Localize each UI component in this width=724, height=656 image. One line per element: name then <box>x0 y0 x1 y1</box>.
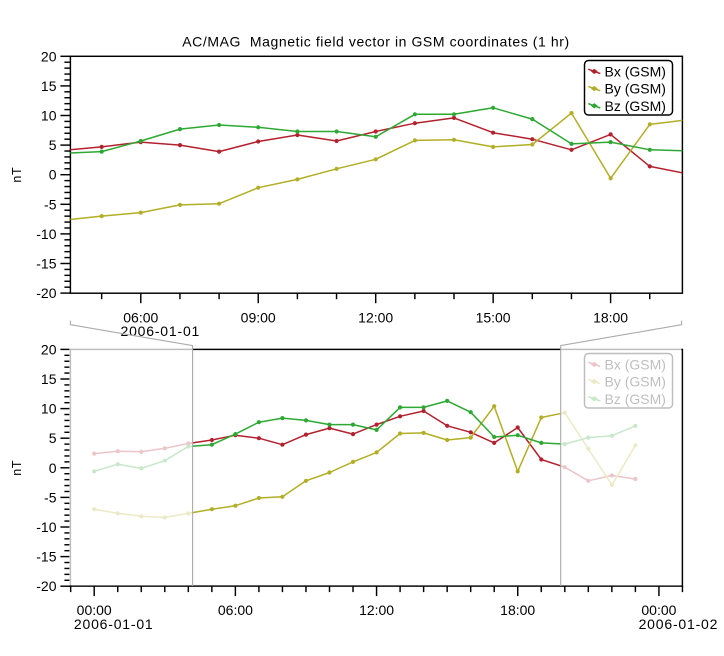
svg-text:12:00: 12:00 <box>358 309 393 325</box>
svg-text:2006-01-02: 2006-01-02 <box>639 616 719 632</box>
svg-text:10: 10 <box>41 401 57 417</box>
svg-text:Bx (GSM): Bx (GSM) <box>605 63 666 79</box>
svg-text:By (GSM): By (GSM) <box>605 81 666 97</box>
svg-text:09:00: 09:00 <box>241 309 276 325</box>
svg-text:00:00: 00:00 <box>641 602 676 618</box>
svg-text:12:00: 12:00 <box>359 602 394 618</box>
svg-text:18:00: 18:00 <box>593 309 628 325</box>
svg-text:-10: -10 <box>36 226 56 242</box>
svg-text:06:00: 06:00 <box>123 309 158 325</box>
svg-text:-20: -20 <box>36 578 56 594</box>
svg-text:2006-01-01: 2006-01-01 <box>74 616 154 632</box>
svg-text:5: 5 <box>49 137 57 153</box>
svg-text:-20: -20 <box>36 285 56 301</box>
svg-text:10: 10 <box>41 108 57 124</box>
svg-text:-15: -15 <box>36 549 56 565</box>
svg-text:0: 0 <box>49 460 57 476</box>
svg-text:18:00: 18:00 <box>500 602 535 618</box>
svg-text:-5: -5 <box>44 196 57 212</box>
svg-text:-15: -15 <box>36 256 56 272</box>
svg-text:5: 5 <box>49 430 57 446</box>
svg-text:nT: nT <box>10 460 24 476</box>
svg-text:-5: -5 <box>44 489 57 505</box>
svg-text:15: 15 <box>41 78 57 94</box>
svg-text:AC/MAG Magnetic field vector: AC/MAG Magnetic field vector in GSM coor… <box>182 34 569 50</box>
svg-text:20: 20 <box>41 341 57 357</box>
svg-text:2006-01-01: 2006-01-01 <box>121 323 201 339</box>
svg-text:nT: nT <box>10 167 24 183</box>
svg-text:-10: -10 <box>36 519 56 535</box>
svg-text:0: 0 <box>49 167 57 183</box>
svg-text:15:00: 15:00 <box>476 309 511 325</box>
svg-text:06:00: 06:00 <box>218 602 253 618</box>
svg-text:Bz (GSM): Bz (GSM) <box>605 98 666 114</box>
svg-text:20: 20 <box>41 48 57 64</box>
svg-text:15: 15 <box>41 371 57 387</box>
svg-text:00:00: 00:00 <box>77 602 112 618</box>
